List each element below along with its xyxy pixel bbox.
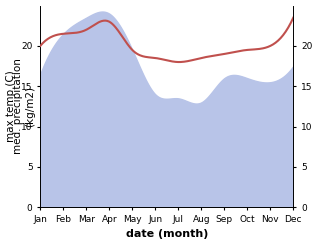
Y-axis label: med. precipitation
(kg/m2): med. precipitation (kg/m2) [13, 59, 35, 154]
Y-axis label: max temp (C): max temp (C) [5, 71, 16, 142]
X-axis label: date (month): date (month) [126, 230, 208, 239]
